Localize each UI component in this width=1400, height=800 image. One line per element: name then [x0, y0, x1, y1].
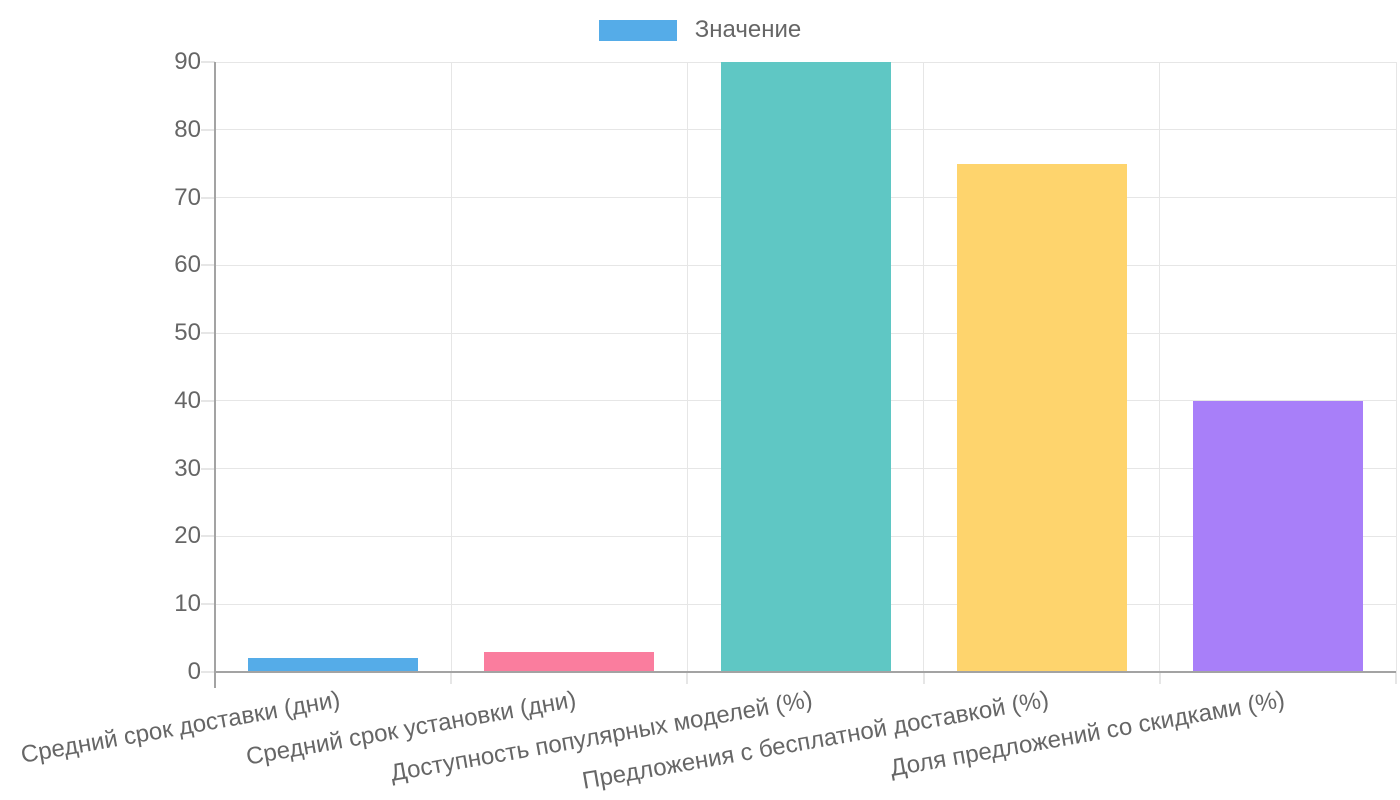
y-axis-tick-label: 90	[174, 48, 201, 75]
y-axis-tick	[201, 671, 215, 673]
y-axis-tick-label: 40	[174, 386, 201, 414]
x-axis-line	[215, 671, 1396, 673]
x-axis-tick	[450, 672, 453, 684]
y-axis-tick	[201, 603, 215, 606]
legend-label[interactable]: Значение	[694, 16, 802, 43]
y-axis-tick-label: 80	[174, 115, 201, 143]
bar[interactable]	[956, 163, 1127, 672]
y-axis-tick	[201, 399, 215, 402]
y-axis-tick	[201, 332, 215, 335]
x-axis-tick	[922, 672, 925, 684]
x-axis-tick	[686, 672, 689, 684]
y-axis-tick	[201, 61, 215, 63]
y-axis-line	[214, 62, 216, 688]
legend-swatch[interactable]	[598, 19, 677, 41]
y-axis-tick	[201, 264, 215, 267]
y-axis-tick	[201, 467, 215, 470]
y-axis-tick-label: 60	[174, 251, 201, 279]
x-axis-label: Доля предложений со скидками (%)	[887, 686, 1287, 783]
y-axis-tick-label: 0	[187, 658, 201, 685]
bar[interactable]	[248, 658, 419, 672]
y-axis-tick-label: 50	[174, 319, 201, 347]
gridline-vertical	[450, 62, 452, 672]
gridline-vertical	[686, 62, 688, 672]
y-axis-tick	[201, 196, 215, 199]
y-axis-tick	[201, 128, 215, 131]
y-axis-tick-label: 20	[174, 522, 201, 550]
gridline-vertical	[923, 62, 925, 672]
y-axis-tick-label: 70	[174, 183, 201, 211]
x-axis-tick	[1158, 672, 1161, 684]
bar[interactable]	[1192, 400, 1363, 672]
gridline-vertical	[1395, 62, 1397, 672]
y-axis-tick-label: 30	[174, 454, 201, 482]
bar[interactable]	[720, 62, 891, 672]
bar[interactable]	[484, 651, 655, 672]
y-axis-tick-label: 10	[174, 590, 201, 618]
y-axis-tick	[201, 535, 215, 538]
chart-legend: Значение	[0, 16, 1400, 44]
gridline-vertical	[1159, 62, 1161, 672]
x-axis-tick	[1395, 672, 1397, 684]
